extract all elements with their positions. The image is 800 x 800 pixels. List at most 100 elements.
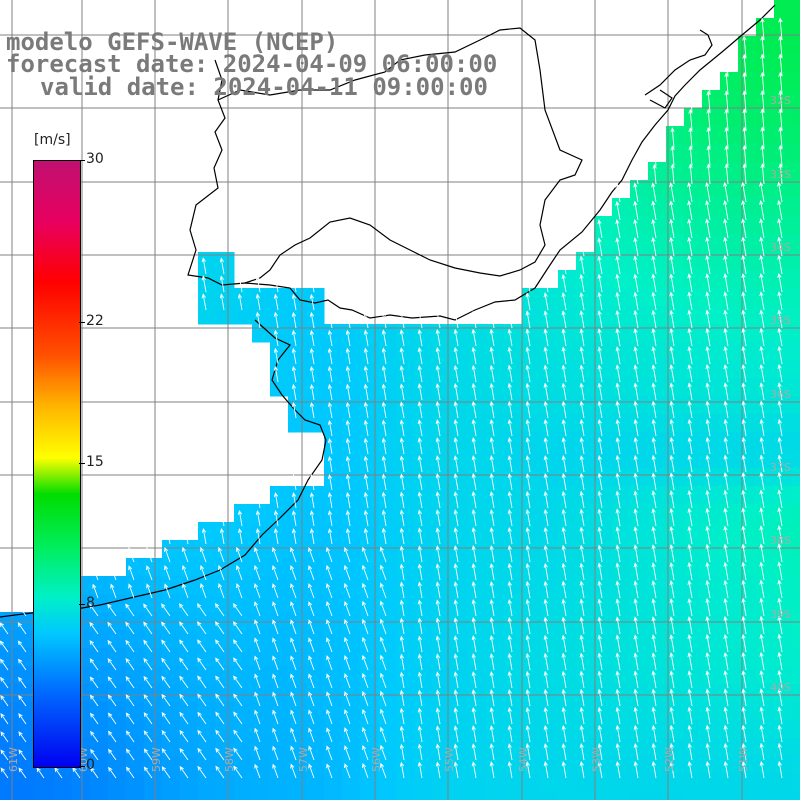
field-cell	[702, 144, 721, 163]
wind-arrow	[128, 565, 135, 581]
wind-arrow	[435, 383, 441, 401]
field-cell	[738, 468, 757, 487]
field-cell	[522, 774, 541, 793]
wind-arrow	[273, 329, 279, 347]
field-cell	[594, 234, 613, 253]
field-cell	[774, 558, 793, 577]
field-cell	[684, 144, 703, 163]
field-cell	[738, 90, 757, 109]
wind-arrow	[507, 400, 513, 419]
field-cell	[792, 468, 800, 487]
wind-arrow	[507, 310, 513, 329]
field-cell	[648, 756, 667, 775]
wind-arrow	[561, 706, 567, 725]
field-cell	[504, 468, 523, 487]
field-cell	[270, 486, 289, 505]
wind-arrow	[688, 145, 693, 167]
wind-arrow	[525, 382, 531, 401]
field-cell	[450, 612, 469, 631]
wind-arrow	[379, 654, 387, 671]
field-cell	[234, 756, 253, 775]
field-cell	[414, 450, 433, 469]
wind-arrow	[759, 615, 765, 635]
field-cell	[702, 792, 721, 800]
wind-arrow	[633, 562, 639, 581]
wind-arrow	[435, 761, 441, 779]
field-cell	[774, 648, 793, 667]
field-cell	[648, 684, 667, 703]
wind-arrow	[143, 694, 153, 707]
field-cell	[792, 522, 800, 541]
field-cell	[756, 576, 775, 595]
wind-arrow	[777, 199, 783, 221]
field-cell	[324, 378, 343, 397]
field-cell	[576, 270, 595, 289]
field-cell	[414, 432, 433, 451]
wind-arrow	[615, 328, 621, 347]
field-cell	[468, 342, 487, 361]
wind-arrow	[543, 508, 549, 527]
wind-arrow	[327, 419, 333, 437]
wind-arrow	[651, 634, 657, 653]
wind-arrow	[741, 489, 747, 509]
field-cell	[720, 72, 739, 91]
field-cell	[90, 774, 109, 793]
wind-arrow	[543, 724, 549, 743]
wind-arrow	[633, 436, 639, 455]
field-cell	[486, 792, 505, 800]
field-cell	[702, 576, 721, 595]
wind-arrow	[723, 400, 729, 419]
wind-arrow	[453, 653, 459, 671]
wind-arrow	[525, 634, 531, 653]
field-cell	[720, 684, 739, 703]
wind-arrow	[179, 765, 189, 779]
wind-arrow	[669, 652, 675, 671]
field-cell	[558, 792, 577, 800]
field-cell	[198, 270, 217, 289]
field-cell	[90, 666, 109, 685]
wind-arrow	[705, 255, 711, 275]
field-cell	[450, 666, 469, 685]
wind-arrow	[507, 725, 513, 743]
field-cell	[432, 648, 451, 667]
field-cell	[540, 306, 559, 325]
wind-arrow	[379, 690, 387, 707]
field-cell	[630, 720, 649, 739]
field-cell	[738, 702, 757, 721]
wind-arrow	[759, 688, 765, 707]
wind-arrow	[759, 561, 765, 581]
wind-arrow	[669, 742, 675, 761]
wind-arrow	[344, 673, 351, 689]
longitude-label: 59W	[150, 747, 163, 772]
wind-arrow	[543, 419, 549, 437]
longitude-label: 54W	[517, 747, 530, 772]
field-cell	[198, 612, 217, 631]
wind-arrow	[345, 509, 351, 527]
wind-arrow	[381, 401, 387, 419]
field-cell	[162, 792, 181, 800]
wind-arrow	[309, 474, 315, 491]
wind-arrow	[507, 346, 513, 365]
field-cell	[630, 522, 649, 541]
wind-arrow	[561, 472, 567, 491]
wind-arrow	[489, 419, 495, 437]
wind-arrow	[669, 525, 675, 545]
wind-arrow	[273, 492, 279, 509]
field-cell	[180, 648, 199, 667]
wind-arrow	[579, 346, 585, 365]
field-cell	[108, 648, 127, 667]
wind-arrow	[670, 163, 675, 185]
wind-arrow	[179, 693, 189, 707]
wind-arrow	[651, 562, 657, 581]
wind-arrow	[633, 670, 639, 689]
wind-arrow	[379, 726, 387, 743]
wind-arrow	[777, 724, 783, 743]
field-cell	[684, 774, 703, 793]
field-cell	[108, 792, 127, 800]
wind-arrow	[777, 272, 783, 293]
wind-arrow	[361, 690, 369, 707]
wind-arrow	[687, 688, 693, 707]
field-cell	[234, 630, 253, 649]
field-cell	[414, 324, 433, 343]
wind-arrow	[651, 688, 657, 707]
